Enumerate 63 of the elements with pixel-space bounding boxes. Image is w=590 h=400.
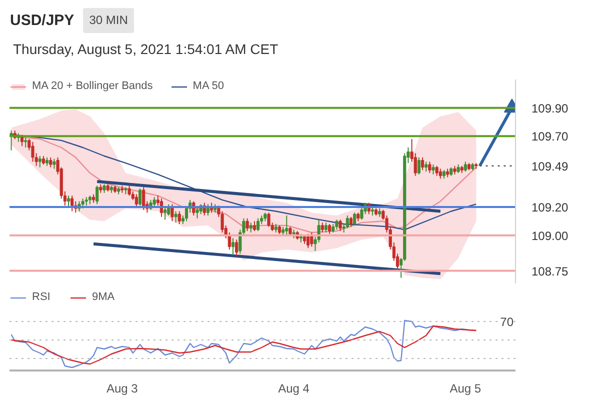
x-tick-label: Aug 4 xyxy=(278,382,310,396)
candlestick xyxy=(70,195,74,212)
candlestick xyxy=(256,218,260,232)
candlestick xyxy=(152,196,156,208)
candlestick xyxy=(134,194,138,208)
candlestick xyxy=(246,218,249,232)
candlestick xyxy=(349,216,353,228)
candlestick xyxy=(428,161,432,174)
candlestick xyxy=(249,222,252,233)
candlestick xyxy=(420,156,424,171)
candlestick xyxy=(267,212,270,228)
candlestick xyxy=(164,206,167,220)
candlestick xyxy=(235,239,238,258)
candlestick xyxy=(346,215,349,229)
candlestick xyxy=(335,219,338,230)
y-tick-label: 109.00 xyxy=(532,228,569,243)
candlestick xyxy=(31,141,34,162)
candlestick xyxy=(170,204,174,222)
y-tick-label: 109.20 xyxy=(532,200,569,214)
x-tick-label: Aug 5 xyxy=(450,382,482,396)
chart-title: USD/JPY xyxy=(10,10,74,31)
candlestick xyxy=(49,156,52,168)
candlestick xyxy=(231,238,235,256)
candlestick xyxy=(417,156,420,175)
candlestick xyxy=(310,232,314,248)
candlestick xyxy=(353,212,356,226)
candlestick xyxy=(328,224,332,234)
text: 30 MIN xyxy=(83,8,134,34)
candlestick xyxy=(360,206,364,220)
x-tick-label: Aug 3 xyxy=(106,382,138,396)
y-tick-label: 109.90 xyxy=(532,101,569,116)
annotation: 70 xyxy=(500,315,514,329)
candlestick xyxy=(424,161,428,172)
candlestick xyxy=(52,158,56,170)
candlestick xyxy=(285,215,288,236)
candlestick xyxy=(432,164,435,175)
candlestick xyxy=(38,156,42,168)
candlestick xyxy=(128,185,131,196)
candlestick xyxy=(435,165,438,176)
candlestick xyxy=(338,219,342,232)
candlestick xyxy=(320,222,324,233)
y-tick-label: 109.49 xyxy=(532,159,569,174)
candlestick xyxy=(324,222,328,233)
candlestick xyxy=(24,137,28,148)
candlestick xyxy=(142,186,146,210)
candlestick xyxy=(138,188,142,206)
candlestick xyxy=(438,168,442,180)
candlestick xyxy=(178,210,181,224)
chart-subtitle: Thursday, August 5, 2021 1:54:01 AM CET xyxy=(13,40,278,59)
candlestick xyxy=(464,161,467,172)
legend-label: RSI xyxy=(32,291,52,303)
candlestick xyxy=(252,220,256,232)
legend-label: MA 20 + Bollinger Bands xyxy=(32,80,153,92)
legend-label: MA 50 xyxy=(192,80,224,92)
candlestick xyxy=(174,210,178,224)
candlestick xyxy=(96,185,99,205)
candlestick xyxy=(306,233,310,249)
legend-label: 9MA xyxy=(92,291,115,303)
candlestick xyxy=(81,198,84,209)
candlestick xyxy=(196,206,199,219)
y-tick-label: 108.75 xyxy=(532,264,569,278)
y-tick-label: 109.70 xyxy=(532,130,569,144)
candlestick xyxy=(66,195,70,208)
